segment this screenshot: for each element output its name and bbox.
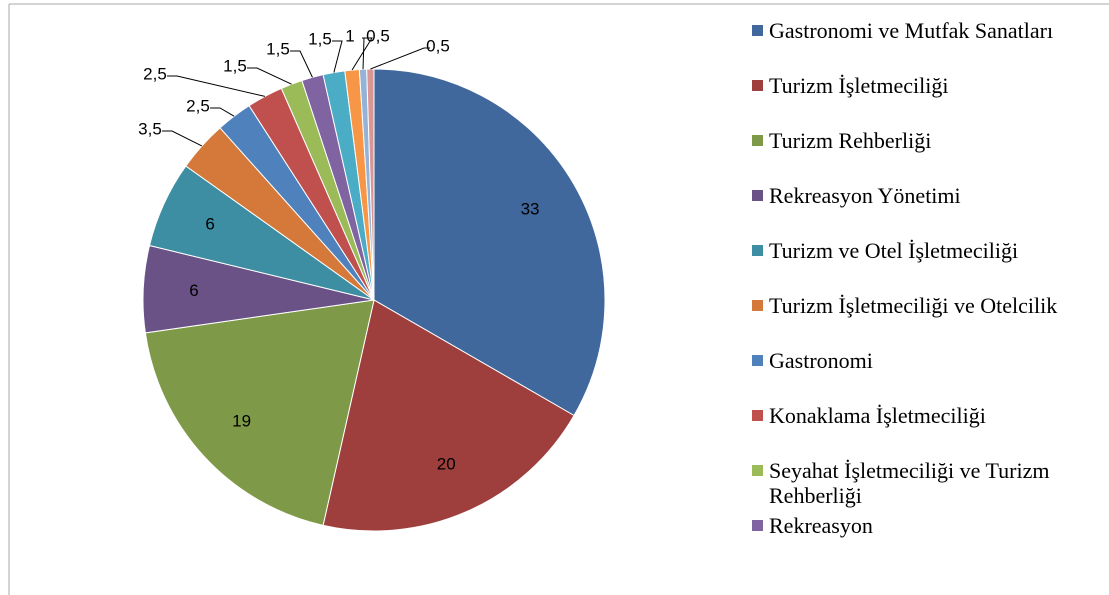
data-label: 33 — [521, 199, 540, 218]
legend-swatch — [752, 25, 763, 36]
data-label: 1 — [345, 26, 354, 45]
data-label: 6 — [205, 215, 214, 234]
legend-label: Gastronomi ve Mutfak Sanatları — [769, 18, 1054, 43]
pie-slice — [322, 299, 575, 532]
data-label: 1,5 — [308, 29, 332, 48]
legend-label: Turizm İşletmeciliği — [769, 73, 949, 98]
legend-swatch — [752, 465, 763, 476]
legend-item: Turizm İşletmeciliği — [752, 73, 1082, 98]
legend-item: Turizm ve Otel İşletmeciliği — [752, 238, 1082, 263]
data-label: 6 — [189, 281, 198, 300]
leader-line — [290, 50, 313, 78]
legend-swatch — [752, 300, 763, 311]
legend-item: Turizm Rehberliği — [752, 128, 1082, 153]
pie-slice — [144, 299, 375, 526]
leader-line — [362, 37, 370, 70]
data-label: 3,5 — [138, 119, 162, 138]
legend-swatch — [752, 355, 763, 366]
leader-line — [332, 40, 343, 73]
leader-line — [210, 107, 235, 117]
data-label: 2,5 — [143, 64, 167, 83]
legend-item: Rekreasyon — [752, 513, 1082, 538]
leader-line — [162, 130, 203, 147]
legend-label: Rekreasyon — [769, 513, 873, 538]
legend-swatch — [752, 245, 763, 256]
legend-item: Turizm İşletmeciliği ve Otelcilik — [752, 293, 1082, 318]
legend-swatch — [752, 80, 763, 91]
data-label: 1,5 — [223, 56, 247, 75]
data-label: 1,5 — [266, 39, 290, 58]
legend-swatch — [752, 410, 763, 421]
legend-label: Rekreasyon Yönetimi — [769, 183, 961, 208]
legend-item: Konaklama İşletmeciliği — [752, 403, 1082, 428]
legend-item: Seyahat İşletmeciliği ve Turizm Rehberli… — [752, 458, 1082, 508]
legend-label: Turizm ve Otel İşletmeciliği — [769, 238, 1019, 263]
data-label: 20 — [437, 455, 456, 474]
legend-label: Turizm Rehberliği — [769, 128, 932, 153]
legend-swatch — [752, 190, 763, 201]
legend-swatch — [752, 520, 763, 531]
legend-label: Gastronomi — [769, 348, 873, 373]
legend-item: Gastronomi — [752, 348, 1082, 373]
legend-item: Rekreasyon Yönetimi — [752, 183, 1082, 208]
legend-swatch — [752, 135, 763, 146]
leader-line — [247, 67, 292, 85]
data-label: 0,5 — [366, 26, 390, 45]
legend-label: Konaklama İşletmeciliği — [769, 403, 986, 428]
pie-slice — [373, 68, 606, 417]
leader-line — [167, 75, 266, 97]
legend-item: Gastronomi ve Mutfak Sanatları — [752, 18, 1082, 43]
leader-line — [370, 47, 430, 70]
legend-label: Turizm İşletmeciliği ve Otelcilik — [769, 293, 1058, 318]
legend-label: Seyahat İşletmeciliği ve Turizm Rehberli… — [769, 458, 1050, 508]
data-label: 0,5 — [426, 36, 450, 55]
data-label: 19 — [232, 412, 251, 431]
data-label: 2,5 — [186, 96, 210, 115]
